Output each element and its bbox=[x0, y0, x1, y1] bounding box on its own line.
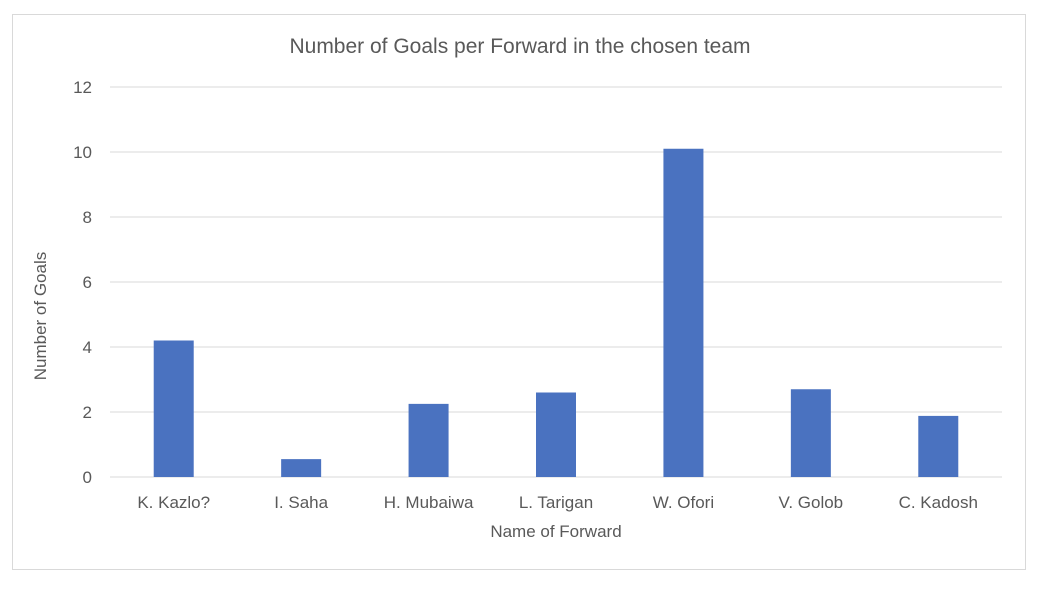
y-tick-label: 2 bbox=[83, 403, 92, 422]
x-tick-label: I. Saha bbox=[274, 493, 328, 512]
y-tick-label: 12 bbox=[73, 78, 92, 97]
x-tick-label: C. Kadosh bbox=[899, 493, 978, 512]
x-axis-title: Name of Forward bbox=[490, 522, 621, 541]
gridlines bbox=[110, 86, 1002, 478]
bar bbox=[918, 415, 959, 477]
y-tick-label: 6 bbox=[83, 273, 92, 292]
x-tick-label: H. Mubaiwa bbox=[384, 493, 474, 512]
x-tick-label: L. Tarigan bbox=[519, 493, 593, 512]
x-tick-label: W. Ofori bbox=[653, 493, 714, 512]
bar bbox=[153, 340, 194, 477]
bar bbox=[536, 392, 576, 477]
y-tick-label: 8 bbox=[83, 208, 92, 227]
y-tick-label: 4 bbox=[83, 338, 92, 357]
bars bbox=[153, 148, 959, 477]
bar bbox=[408, 403, 449, 477]
y-axis-ticks: 0 2 4 6 8 10 12 bbox=[73, 78, 92, 487]
chart-title: Number of Goals per Forward in the chose… bbox=[289, 35, 750, 58]
bar bbox=[663, 148, 704, 477]
x-tick-label: K. Kazlo? bbox=[137, 493, 210, 512]
bar bbox=[281, 459, 322, 477]
y-tick-label: 0 bbox=[83, 468, 92, 487]
bar bbox=[790, 389, 831, 477]
y-tick-label: 10 bbox=[73, 143, 92, 162]
y-axis-title: Number of Goals bbox=[31, 252, 50, 381]
x-tick-label: V. Golob bbox=[779, 493, 844, 512]
x-axis-ticks: K. Kazlo? I. Saha H. Mubaiwa L. Tarigan W. O… bbox=[137, 493, 978, 512]
